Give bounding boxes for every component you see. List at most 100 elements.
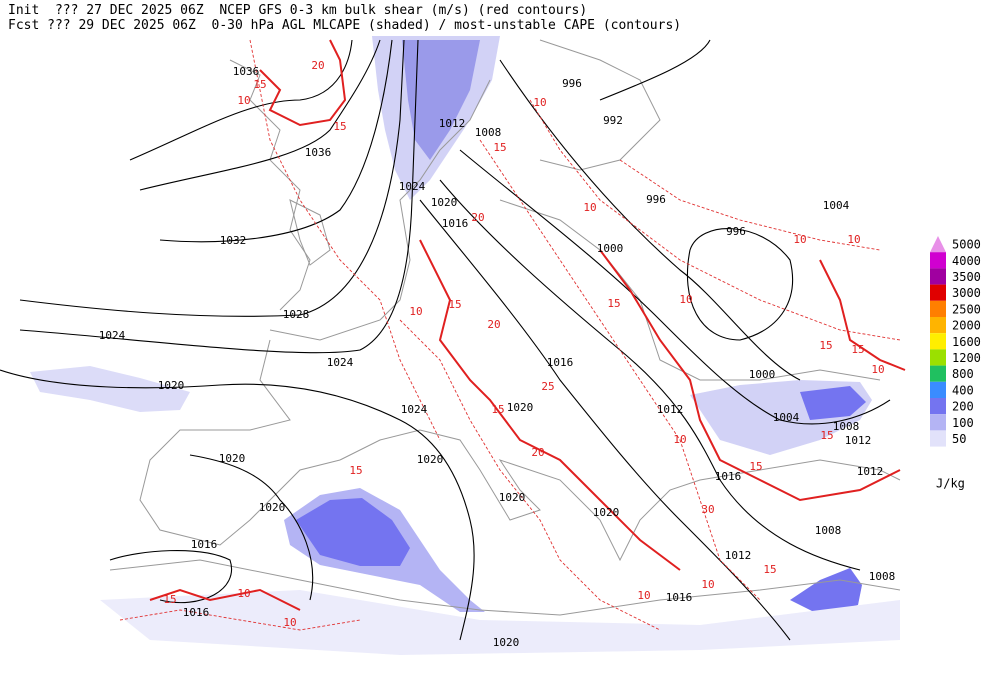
legend-swatch [930,381,946,398]
isobar-label: 1004 [773,411,800,424]
legend-swatch [930,284,946,301]
shear-label: 15 [253,78,266,91]
legend-swatch [930,300,946,317]
legend-unit: J/kg [936,477,965,491]
legend-label: 400 [952,383,974,397]
legend-label: 100 [952,416,974,430]
isobar-label: 1024 [99,329,126,342]
isobar-label: 1020 [259,501,286,514]
legend-label: 4000 [952,254,981,268]
isobar-label: 1028 [283,308,310,321]
isobar-label: 1024 [399,180,426,193]
isobar-label: 1004 [823,199,850,212]
shear-label: 25 [541,380,554,393]
legend-swatch [930,268,946,285]
shear-label: 15 [349,464,362,477]
isobar-label: 1020 [507,401,534,414]
legend-label: 3000 [952,286,981,300]
isobars [0,39,891,641]
header-line: Fcst ??? 29 DEC 2025 06Z 0-30 hPa AGL ML… [8,18,681,33]
isobar-label: 1012 [657,403,684,416]
legend-swatch [930,414,946,431]
shear-label: 10 [237,94,250,107]
legend-label: 50 [952,432,966,446]
isobar-label: 1000 [597,242,624,255]
isobar-label: 1016 [442,217,469,230]
legend-label: 800 [952,367,974,381]
shear-label: 10 [701,578,714,591]
shear-label: 10 [673,433,686,446]
shear-label: 10 [793,233,806,246]
shear-label: 15 [820,429,833,442]
legend-label: 5000 [952,238,981,252]
isobar-label: 1012 [857,465,884,478]
shear-label: 20 [471,211,484,224]
header-line: Init ??? 27 DEC 2025 06Z NCEP GFS 0-3 km… [8,3,587,18]
legend-swatch [930,333,946,350]
legend-label: 1600 [952,335,981,349]
shear-label: 30 [701,503,714,516]
coastlines [109,39,901,616]
isobar-label: 1012 [439,117,466,130]
isobar-label: 1020 [493,636,520,649]
legend-label: 3500 [952,270,981,284]
isobar-label: 1016 [547,356,574,369]
shear-label: 15 [763,563,776,576]
legend-swatch [930,349,946,366]
isobar-label: 1012 [725,549,752,562]
shear-label: 15 [448,298,461,311]
legend-swatch [930,365,946,382]
isobar-label: 1020 [431,196,458,209]
shear-label: 10 [679,293,692,306]
isobar-label: 1024 [327,356,354,369]
isobar-label: 1024 [401,403,428,416]
isobar-label: 1008 [833,420,860,433]
legend-swatch [930,252,946,269]
shear-label: 15 [493,141,506,154]
isobar-label: 996 [562,77,582,90]
legend-label: 2000 [952,319,981,333]
isobar-label: 1016 [666,591,693,604]
shear-label: 15 [851,343,864,356]
isobar-label: 1016 [715,470,742,483]
isobar-label: 992 [603,114,623,127]
shear-label: 10 [871,363,884,376]
isobar-label: 1008 [869,570,896,583]
shear-label: 10 [583,201,596,214]
isobar-label: 1032 [220,234,247,247]
shear-label: 10 [533,96,546,109]
shear-label: 15 [333,120,346,133]
isobar-label: 1016 [183,606,210,619]
legend-swatch [930,317,946,334]
shear-label: 15 [749,460,762,473]
isobar-label: 1020 [417,453,444,466]
shear-label: 15 [491,403,504,416]
legend-swatch [930,236,946,253]
isobar-label: 1000 [749,368,776,381]
isobar-label: 1020 [593,506,620,519]
shear-contours [119,39,906,631]
shear-label: 15 [607,297,620,310]
shear-label: 10 [237,587,250,600]
shear-label: 10 [847,233,860,246]
shear-label: 20 [311,59,324,72]
shear-label: 10 [637,589,650,602]
isobar-label: 1012 [845,434,872,447]
legend-label: 200 [952,400,974,414]
legend-label: 2500 [952,302,981,316]
isobar-label: 1008 [815,524,842,537]
isobar-label: 1016 [191,538,218,551]
legend-label: 1200 [952,351,981,365]
isobar-label: 996 [646,193,666,206]
legend-swatch [930,398,946,415]
isobar-label: 996 [726,225,746,238]
cape-shading [30,36,900,655]
isobar-label: 1020 [219,452,246,465]
isobar-label: 1008 [475,126,502,139]
shear-label: 20 [487,318,500,331]
shear-label: 10 [409,305,422,318]
isobar-label: 1020 [499,491,526,504]
shear-label: 15 [819,339,832,352]
isobar-label: 1036 [233,65,260,78]
